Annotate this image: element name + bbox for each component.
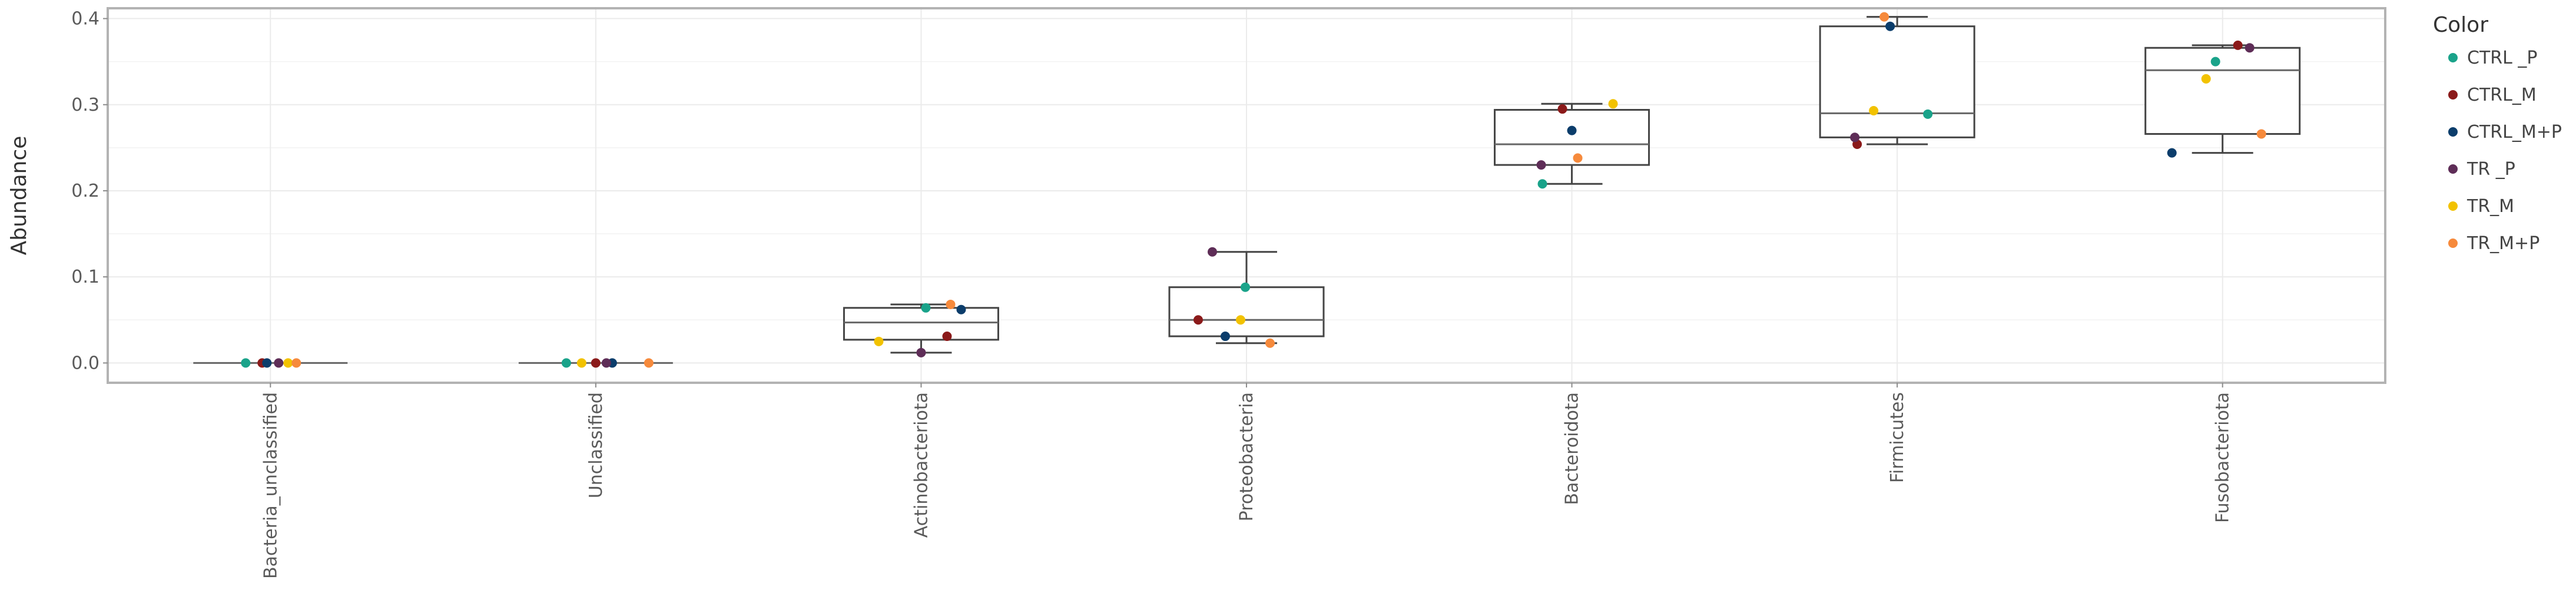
data-point	[1193, 315, 1203, 325]
legend-label: CTRL _P	[2467, 48, 2537, 68]
box-body	[2144, 47, 2301, 135]
box-body	[843, 307, 999, 341]
data-point	[956, 304, 966, 314]
data-point	[291, 358, 301, 368]
legend-title: Color	[2433, 13, 2488, 37]
y-tick-label: 0.0	[71, 353, 100, 373]
legend-marker	[2448, 127, 2458, 137]
data-point	[1573, 153, 1583, 163]
legend-label: TR_M	[2466, 196, 2514, 217]
x-tick-label: Actinobacteriota	[911, 392, 931, 538]
legend-item: CTRL_M	[2448, 85, 2537, 105]
data-point	[2210, 57, 2220, 67]
data-point	[2233, 40, 2243, 50]
series-ctrl-p	[241, 57, 2220, 368]
legend-marker	[2448, 238, 2458, 248]
data-point	[1869, 105, 1879, 115]
data-point	[274, 358, 284, 368]
series-tr-m-p	[291, 12, 2266, 368]
data-point	[921, 303, 931, 313]
data-point	[1221, 332, 1230, 342]
data-point	[1236, 315, 1245, 325]
legend-marker	[2448, 90, 2458, 100]
data-point	[942, 332, 952, 342]
x-tick-label: Unclassified	[586, 392, 606, 498]
x-tick-label: Bacteria_unclassified	[260, 392, 281, 579]
data-point	[1879, 12, 1889, 22]
data-point	[916, 347, 926, 357]
y-tick-label: 0.2	[71, 181, 100, 201]
data-point	[1608, 99, 1618, 109]
data-point	[1557, 104, 1567, 114]
data-point	[1241, 282, 1250, 292]
data-point	[874, 336, 884, 346]
box-body	[1819, 25, 1975, 138]
legend-item: TR _P	[2448, 159, 2515, 180]
series-tr-m	[283, 74, 2211, 368]
data-point	[1265, 338, 1275, 348]
data-point	[561, 358, 571, 368]
legend-items: CTRL _P CTRL_M CTRL_M+P TR _P TR_M TR_M+P	[2448, 48, 2562, 254]
legend-marker	[2448, 53, 2458, 62]
box-body	[1494, 109, 1650, 166]
legend-marker	[2448, 201, 2458, 211]
legend-label: TR _P	[2466, 159, 2515, 180]
x-tick-label: Fusobacteriota	[2213, 392, 2233, 523]
x-tick-label: Proteobacteria	[1236, 392, 1257, 521]
data-point	[946, 299, 956, 309]
legend-item: CTRL_M+P	[2448, 122, 2562, 143]
series-ctrl-m-p	[262, 21, 2177, 368]
series-tr-p	[274, 43, 2255, 368]
legend: Color CTRL _P CTRL_M CTRL_M+P TR _P TR_M TR_M…	[2433, 13, 2562, 254]
data-point	[283, 358, 293, 368]
data-point	[2167, 148, 2177, 158]
data-point	[576, 358, 586, 368]
legend-marker	[2448, 164, 2458, 174]
x-axis: Bacteria_unclassified Unclassified Actinob…	[260, 383, 2233, 579]
box-body	[1168, 286, 1325, 337]
y-axis: 0.0 0.1 0.2 0.3 0.4	[71, 9, 108, 373]
legend-item: TR_M+P	[2448, 233, 2539, 254]
box-fusobacteriota	[2144, 44, 2301, 154]
data-point	[644, 358, 654, 368]
data-point	[1885, 21, 1895, 31]
y-tick-label: 0.3	[71, 95, 100, 115]
x-tick-label: Firmicutes	[1887, 392, 1908, 483]
data-point	[1567, 125, 1577, 135]
data-point	[262, 358, 272, 368]
data-point	[2245, 43, 2255, 53]
legend-label: CTRL_M+P	[2467, 122, 2562, 143]
data-point	[1536, 160, 1546, 170]
y-tick-label: 0.1	[71, 267, 100, 287]
data-point	[2201, 74, 2211, 84]
legend-item: CTRL _P	[2448, 48, 2537, 68]
box-firmicutes	[1819, 16, 1975, 145]
box-bacteroidota	[1494, 102, 1650, 185]
y-axis-title: Abundance	[7, 136, 31, 256]
data-point	[591, 358, 601, 368]
data-point	[1923, 109, 1933, 119]
data-point	[1537, 179, 1547, 189]
x-tick-label: Bacteroidota	[1562, 392, 1583, 505]
data-point	[2256, 129, 2266, 139]
data-points	[241, 12, 2266, 368]
legend-item: TR_M	[2448, 196, 2514, 217]
data-point	[1850, 132, 1860, 143]
data-point	[601, 358, 611, 368]
legend-label: CTRL_M	[2467, 85, 2537, 105]
data-point	[1208, 247, 1217, 257]
grid-lines	[108, 8, 2385, 383]
data-point	[241, 358, 251, 368]
legend-label: TR_M+P	[2466, 233, 2539, 254]
y-tick-label: 0.4	[71, 9, 100, 29]
